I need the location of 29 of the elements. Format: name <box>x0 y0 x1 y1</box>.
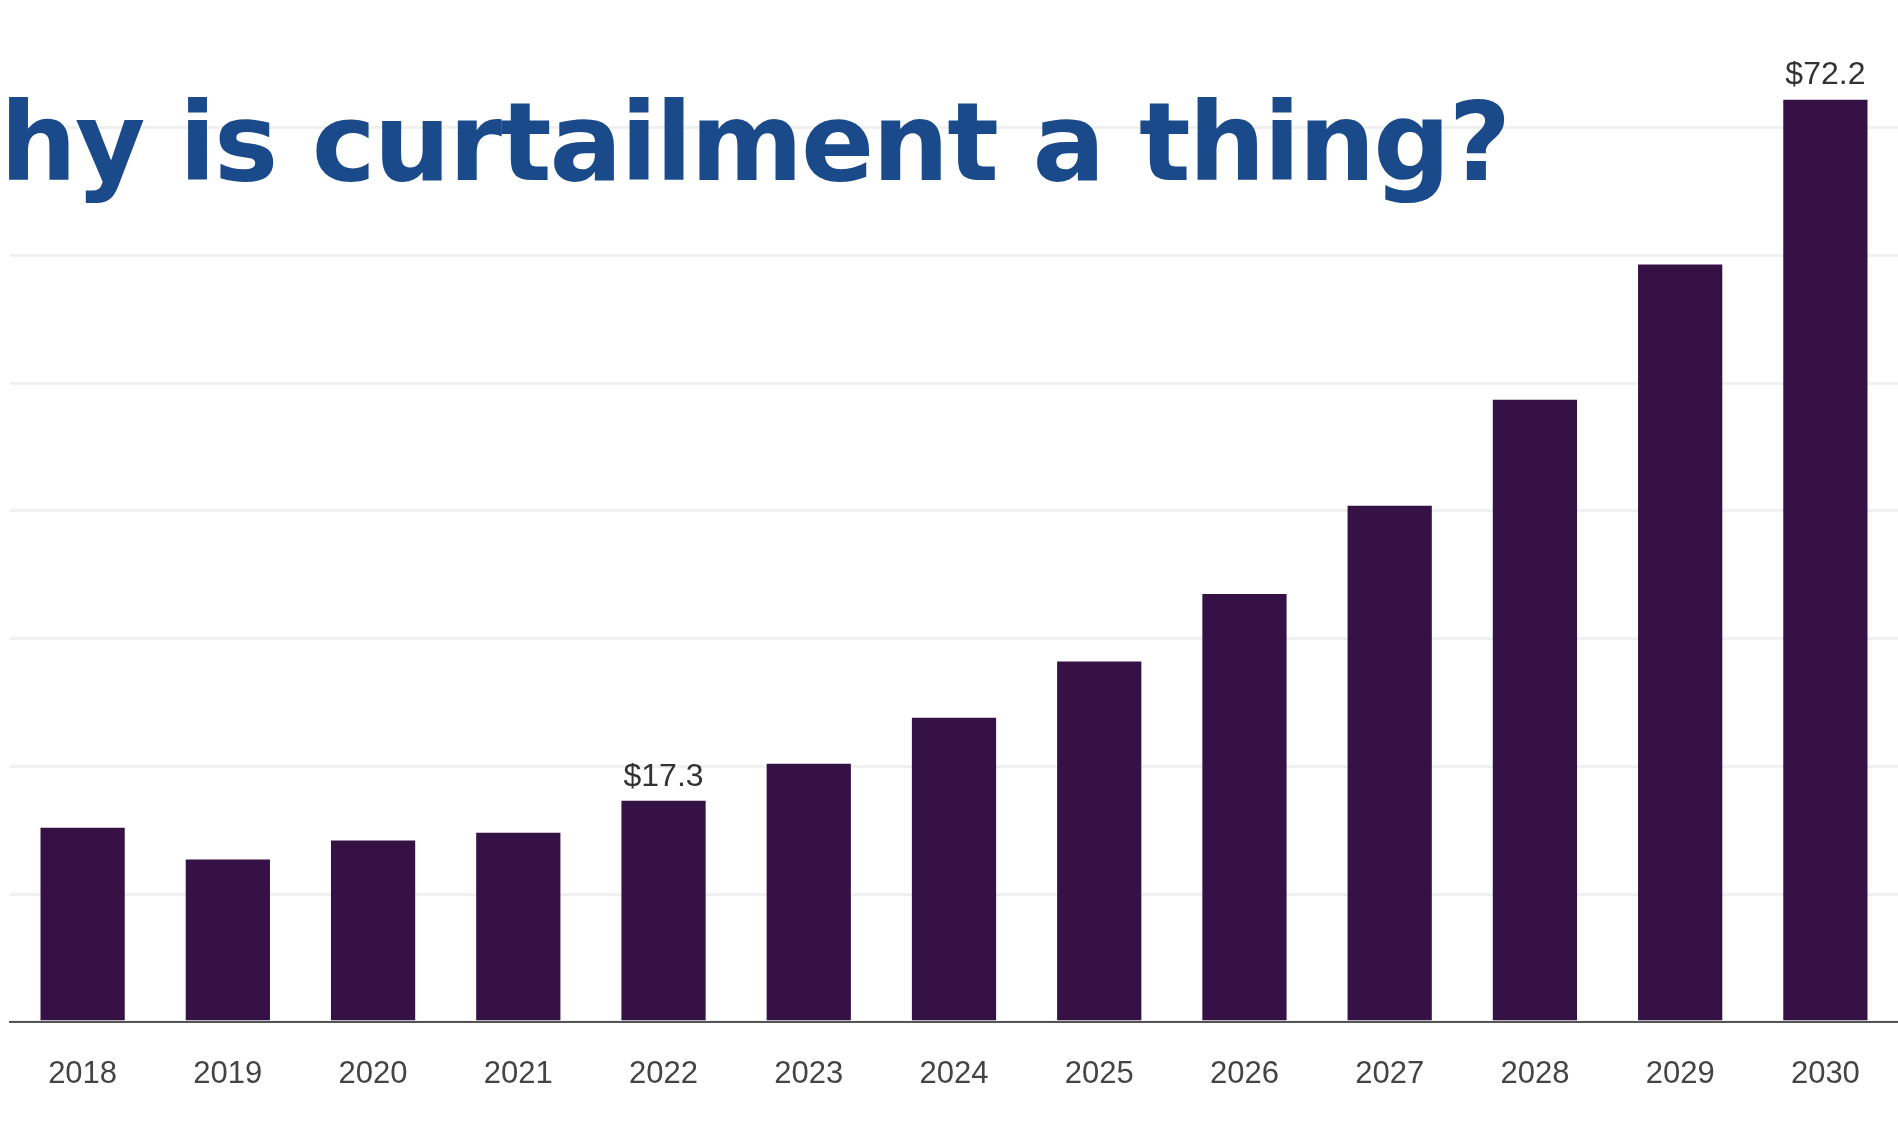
bar <box>1638 264 1723 1021</box>
x-tick-label: 2025 <box>1064 1054 1134 1090</box>
x-tick-label: 2023 <box>774 1054 844 1090</box>
bar <box>1057 661 1142 1021</box>
x-tick-label: 2024 <box>919 1054 989 1090</box>
bar <box>40 827 125 1021</box>
data-label: $17.3 <box>623 756 704 793</box>
x-tick-label: 2030 <box>1790 1054 1860 1090</box>
bar <box>911 717 997 1021</box>
x-tick-label: 2021 <box>483 1054 553 1090</box>
x-tick-label: 2027 <box>1355 1054 1425 1090</box>
x-tick-label: 2019 <box>193 1054 263 1090</box>
x-tick-label: 2029 <box>1645 1054 1715 1090</box>
bar <box>1492 399 1578 1021</box>
bar <box>476 832 561 1021</box>
x-tick-label: 2028 <box>1500 1054 1570 1090</box>
x-tick-label: 2026 <box>1209 1054 1279 1090</box>
bar <box>1783 99 1868 1021</box>
bar <box>330 840 416 1021</box>
bar <box>766 763 851 1021</box>
bar <box>621 800 706 1021</box>
x-tick-label: 2020 <box>338 1054 408 1090</box>
x-tick-label: 2022 <box>629 1054 699 1090</box>
bar <box>185 859 270 1021</box>
chart-title: hy is curtailment a thing? <box>0 80 1510 205</box>
bar <box>1202 593 1287 1021</box>
data-label: $72.2 <box>1785 55 1866 92</box>
x-tick-label: 2018 <box>48 1054 118 1090</box>
bar <box>1347 505 1432 1021</box>
